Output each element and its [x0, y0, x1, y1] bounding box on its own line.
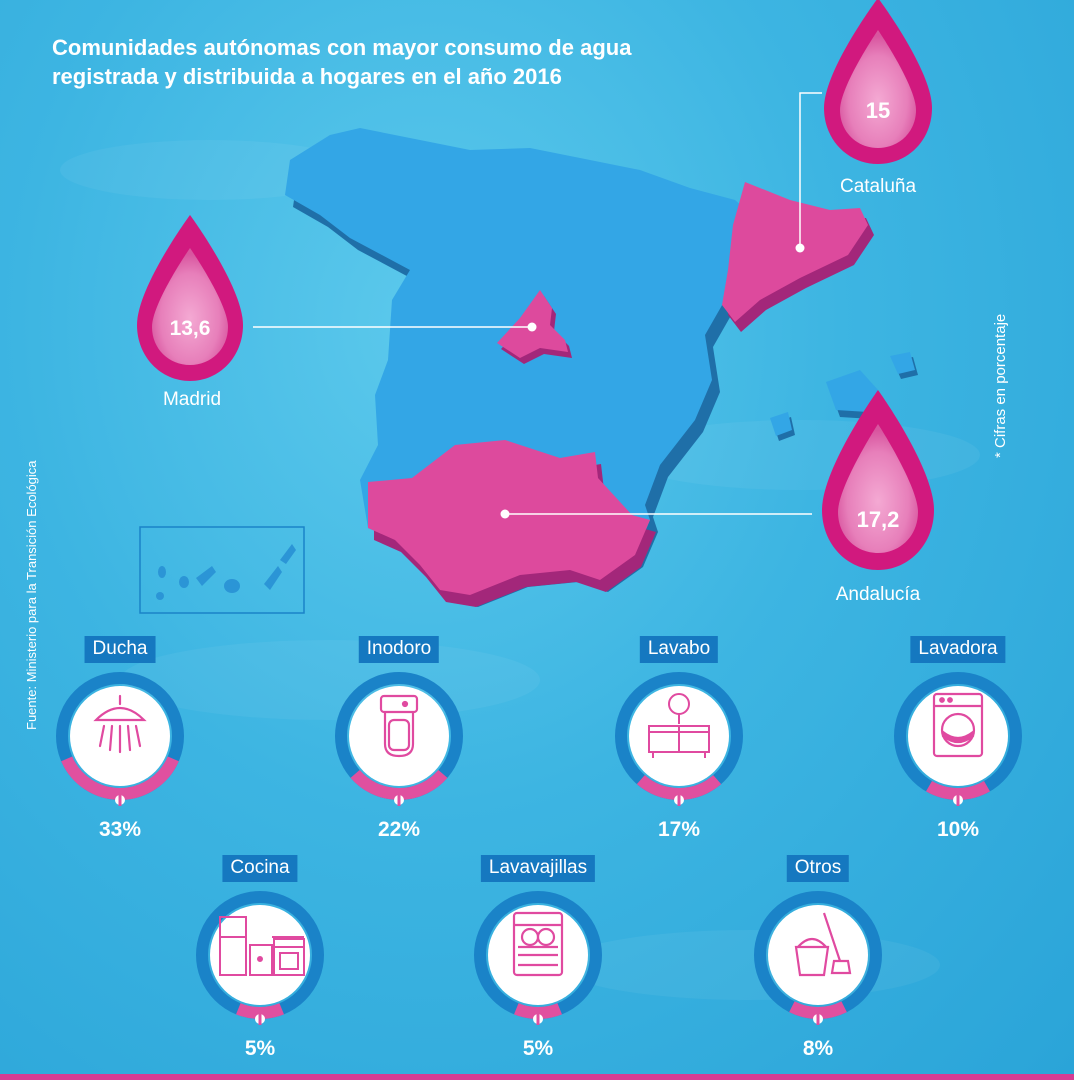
- appliance-lavavajillas: Lavavajillas 5%: [468, 855, 608, 1065]
- appliance-percent: 5%: [522, 1037, 554, 1060]
- connector-lines: [253, 92, 822, 515]
- title-line-2: registrada y distribuida a hogares en el…: [52, 64, 562, 89]
- ring-center: [349, 686, 449, 786]
- kitchen-ring: [196, 891, 324, 1025]
- shower-ring: [56, 672, 184, 806]
- canary-islands: [156, 544, 296, 600]
- ring-share-arc: [514, 1003, 562, 1019]
- appliance-label: Lavavajillas: [480, 855, 596, 882]
- andalucia-region: [368, 440, 650, 595]
- ring-center: [768, 905, 868, 1005]
- appliance-lavabo: Lavabo 17%: [609, 636, 749, 846]
- toilet-icon: [379, 694, 419, 758]
- ring-share-arc: [789, 1001, 847, 1019]
- appliance-percent: 22%: [377, 818, 421, 841]
- appliance-label: Cocina: [222, 855, 298, 882]
- region-label-cataluna: Cataluña: [839, 176, 917, 197]
- source-note: Fuente: Ministerio para la Transición Ec…: [24, 460, 39, 730]
- connector-dots: [500, 243, 805, 519]
- ring-center: [908, 686, 1008, 786]
- appliance-label: Lavadora: [910, 636, 1006, 663]
- bottom-bar: [0, 1074, 1074, 1080]
- dishwasher-ring: [474, 891, 602, 1025]
- appliance-otros: Otros 8%: [748, 855, 888, 1065]
- shower-icon: [93, 694, 147, 754]
- dishwasher-icon: [512, 911, 564, 977]
- appliance-percent: 5%: [244, 1037, 276, 1060]
- appliance-label: Ducha: [84, 636, 156, 663]
- title-line-1: Comunidades autónomas con mayor consumo …: [52, 35, 632, 60]
- drop-value-andalucia: 17,2: [857, 507, 900, 532]
- ring-share-arc: [926, 780, 990, 800]
- toilet-ring: [335, 672, 463, 806]
- ring-share-arc: [636, 774, 722, 800]
- mop-bucket-icon: [794, 912, 852, 977]
- drop-cataluna: [824, 0, 932, 164]
- region-label-andalucia: Andalucía: [835, 584, 921, 605]
- appliance-label: Otros: [786, 855, 850, 882]
- mop-bucket-ring: [754, 891, 882, 1025]
- ring-center: [210, 905, 310, 1005]
- appliance-percent: 10%: [936, 818, 980, 841]
- appliance-ducha: Ducha 33%: [50, 636, 190, 846]
- ring-share-arc: [350, 769, 448, 800]
- sink-ring: [615, 672, 743, 806]
- appliance-lavadora: Lavadora 10%: [888, 636, 1028, 846]
- percentage-note: * Cifras en porcentaje: [992, 313, 1009, 458]
- ring-share-arc: [236, 1003, 284, 1019]
- appliance-label: Inodoro: [358, 636, 440, 663]
- appliance-percent: 8%: [802, 1037, 834, 1060]
- appliance-percent: 17%: [657, 818, 701, 841]
- drop-value-madrid: 13,6: [170, 317, 211, 340]
- cataluna-region: [722, 182, 868, 322]
- drop-andalucia: [822, 390, 934, 570]
- washing-machine-ring: [894, 672, 1022, 806]
- appliance-label: Lavabo: [639, 636, 719, 663]
- appliance-percent: 33%: [98, 818, 142, 841]
- appliance-inodoro: Inodoro 22%: [329, 636, 469, 846]
- appliance-cocina: Cocina 5%: [190, 855, 330, 1065]
- drop-madrid: [137, 215, 243, 381]
- kitchen-icon: [219, 916, 305, 976]
- drop-value-cataluna: 15: [866, 98, 890, 123]
- infographic-title: Comunidades autónomas con mayor consumo …: [52, 33, 772, 91]
- canary-inset-frame: [139, 526, 305, 614]
- washing-machine-icon: [932, 692, 984, 758]
- region-label-madrid: Madrid: [162, 389, 222, 410]
- sink-icon: [648, 693, 710, 758]
